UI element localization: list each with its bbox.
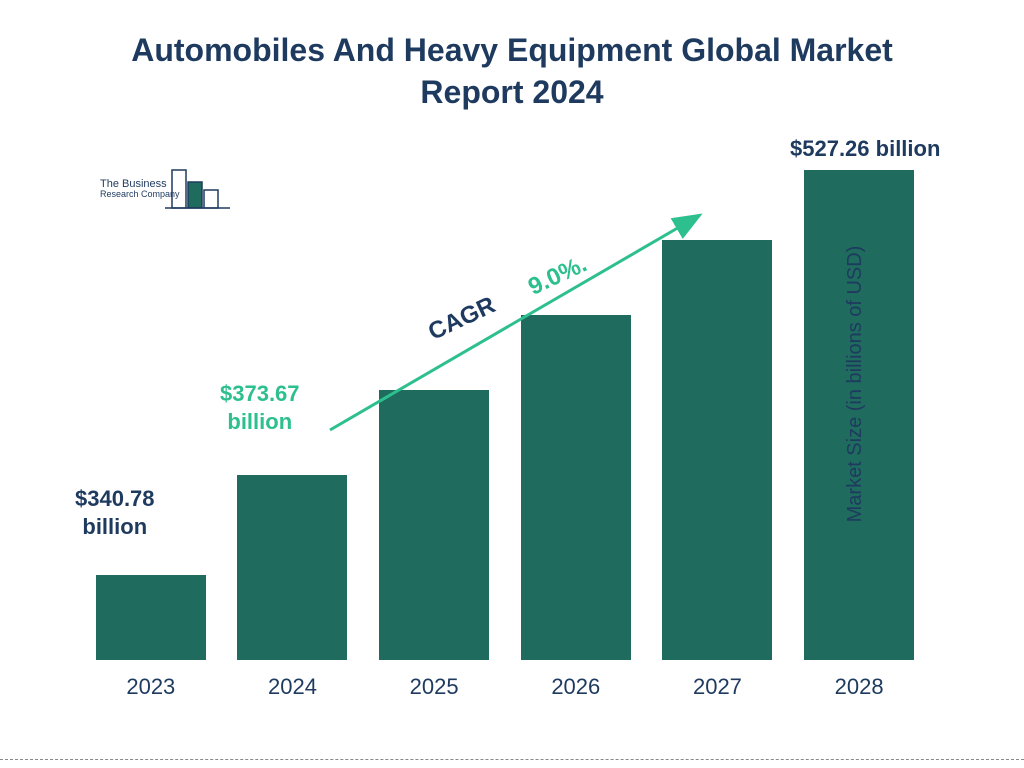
callout-2028-value: $527.26 billion <box>790 136 940 161</box>
bar-wrap <box>662 240 772 660</box>
x-label-2028: 2028 <box>804 674 914 700</box>
bar-2026 <box>521 315 631 660</box>
bottom-divider <box>0 759 1024 760</box>
bar-wrap <box>237 475 347 660</box>
x-label-2027: 2027 <box>662 674 772 700</box>
bar-2027 <box>662 240 772 660</box>
chart-title: Automobiles And Heavy Equipment Global M… <box>0 30 1024 113</box>
bar-2025 <box>379 390 489 660</box>
callout-2024: $373.67 billion <box>220 380 300 435</box>
callout-2024-unit: billion <box>227 409 292 434</box>
bar-2024 <box>237 475 347 660</box>
x-label-2025: 2025 <box>379 674 489 700</box>
x-label-2024: 2024 <box>237 674 347 700</box>
bar-wrap <box>521 315 631 660</box>
callout-2028: $527.26 billion <box>790 135 940 163</box>
bar-2023 <box>96 575 206 660</box>
x-label-2026: 2026 <box>521 674 631 700</box>
callout-2024-value: $373.67 <box>220 381 300 406</box>
callout-2023: $340.78 billion <box>75 485 155 540</box>
callout-2023-value: $340.78 <box>75 486 155 511</box>
x-axis-labels: 2023 2024 2025 2026 2027 2028 <box>80 674 930 700</box>
bar-wrap <box>379 390 489 660</box>
bar-chart: 2023 2024 2025 2026 2027 2028 <box>80 140 930 700</box>
callout-2023-unit: billion <box>82 514 147 539</box>
x-label-2023: 2023 <box>96 674 206 700</box>
y-axis-label: Market Size (in billions of USD) <box>844 246 867 523</box>
bar-wrap <box>96 575 206 660</box>
bars-container <box>80 140 930 660</box>
